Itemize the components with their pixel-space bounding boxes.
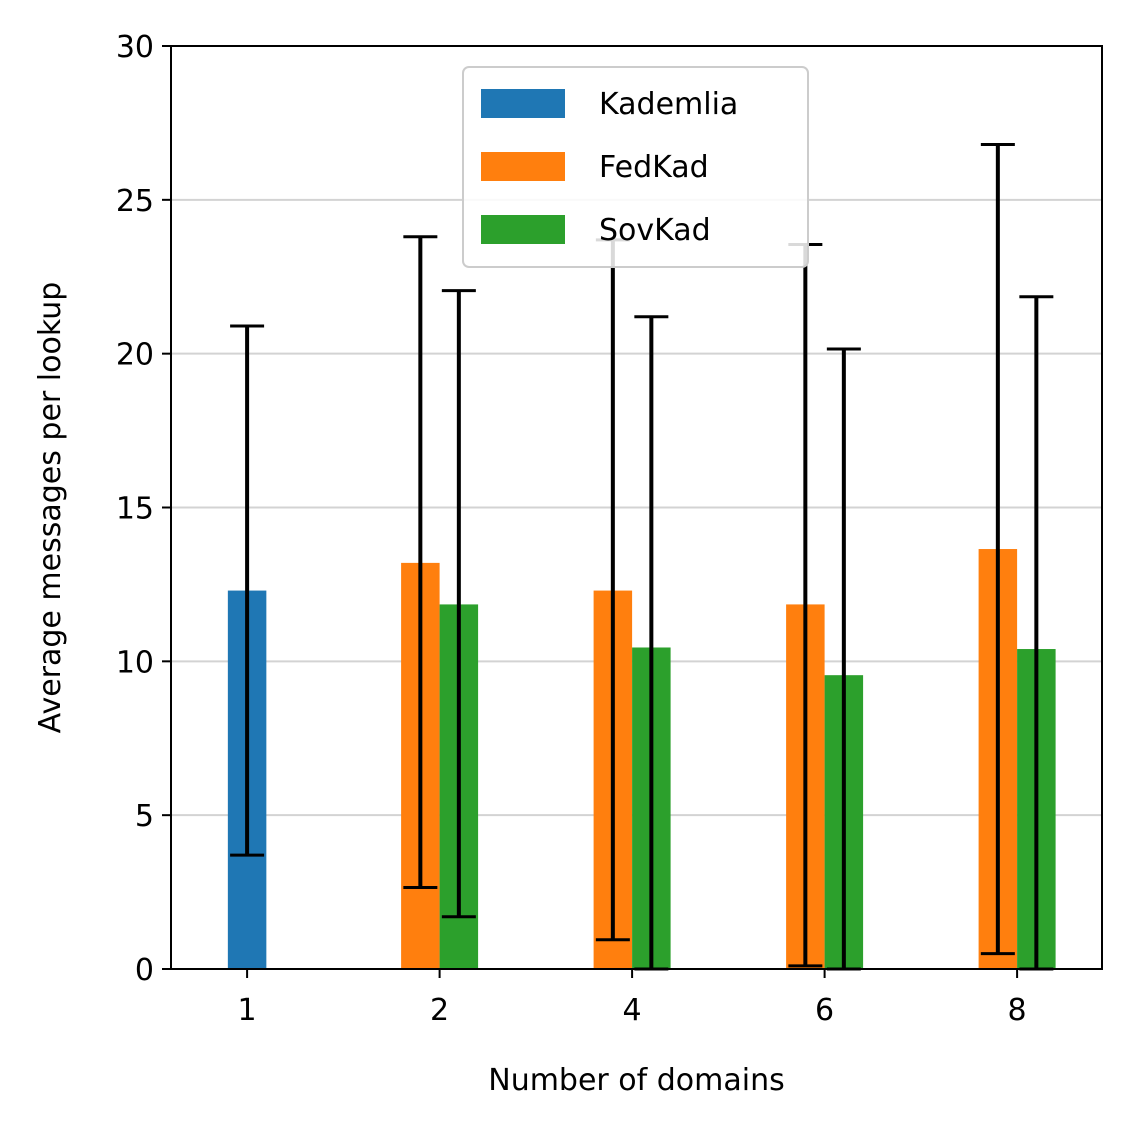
legend-swatch-kademlia xyxy=(481,89,565,118)
y-tick-label: 10 xyxy=(116,645,154,680)
y-axis-label: Average messages per lookup xyxy=(33,282,68,734)
x-tick-label: 8 xyxy=(1008,993,1027,1028)
x-tick-label: 6 xyxy=(815,993,834,1028)
axis-ticks: 0 5 10 15 20 25 30 1 2 4 6 8 xyxy=(116,30,1027,1028)
legend-swatch-fedkad xyxy=(481,152,565,181)
x-axis-label: Number of domains xyxy=(488,1063,784,1098)
x-tick-label: 4 xyxy=(623,993,642,1028)
legend: Kademlia FedKad SovKad xyxy=(462,66,809,268)
legend-swatch-sovkad xyxy=(481,215,565,244)
y-tick-label: 0 xyxy=(135,953,154,988)
x-tick-label: 1 xyxy=(238,993,257,1028)
y-tick-label: 5 xyxy=(135,799,154,834)
y-tick-label: 20 xyxy=(116,338,154,373)
bars xyxy=(227,549,1056,969)
y-tick-label: 30 xyxy=(116,30,154,65)
x-tick-label: 2 xyxy=(430,993,449,1028)
y-tick-label: 15 xyxy=(116,492,154,527)
legend-label-sovkad: SovKad xyxy=(599,213,711,248)
legend-label-kademlia: Kademlia xyxy=(599,87,738,122)
legend-label-fedkad: FedKad xyxy=(599,150,709,185)
error-bars xyxy=(230,142,1054,971)
y-tick-label: 25 xyxy=(116,184,154,219)
